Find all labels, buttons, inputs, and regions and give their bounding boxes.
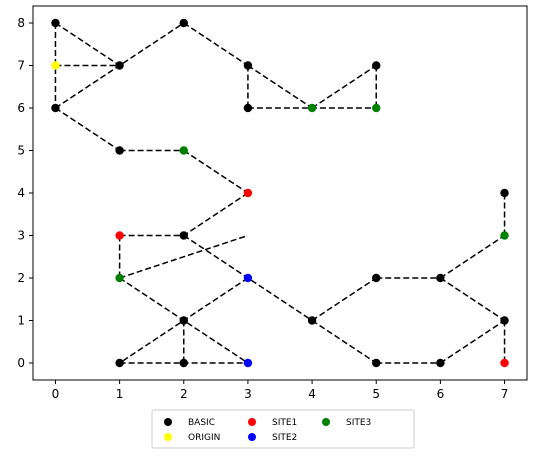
y-tick-label-7: 7 xyxy=(17,59,25,73)
legend-marker-basic xyxy=(164,418,172,426)
y-tick-label-2: 2 xyxy=(17,271,25,285)
y-tick-label-8: 8 xyxy=(17,16,25,30)
x-tick-label-2: 2 xyxy=(180,387,188,401)
x-tick-label-4: 4 xyxy=(308,387,316,401)
point-basic-4 xyxy=(51,104,59,112)
point-site2-1 xyxy=(244,359,252,367)
x-tick-label-1: 1 xyxy=(116,387,124,401)
point-basic-18 xyxy=(500,189,508,197)
x-axis: 0 1 2 3 4 5 6 7 xyxy=(52,380,509,401)
y-tick-label-1: 1 xyxy=(17,314,25,328)
legend: BASIC ORIGIN SITE1 SITE2 SITE3 xyxy=(152,410,414,448)
point-site3-3 xyxy=(115,274,123,282)
point-basic-11 xyxy=(180,359,188,367)
y-tick-label-4: 4 xyxy=(17,186,25,200)
x-tick-label-6: 6 xyxy=(437,387,445,401)
legend-label-site1: SITE1 xyxy=(272,418,297,428)
point-basic-12 xyxy=(308,316,316,324)
point-site3-4 xyxy=(500,231,508,239)
legend-label-site2: SITE2 xyxy=(272,433,297,443)
x-tick-label-5: 5 xyxy=(372,387,380,401)
legend-marker-site1 xyxy=(248,418,256,426)
y-tick-label-0: 0 xyxy=(17,356,25,370)
legend-marker-site3 xyxy=(322,418,330,426)
point-site1-0 xyxy=(244,189,252,197)
y-tick-label-3: 3 xyxy=(17,229,25,243)
point-site2-0 xyxy=(244,274,252,282)
x-tick-label-3: 3 xyxy=(244,387,252,401)
point-site1-1 xyxy=(115,231,123,239)
y-tick-label-5: 5 xyxy=(17,144,25,158)
y-tick-label-6: 6 xyxy=(17,101,25,115)
legend-label-origin: ORIGIN xyxy=(188,433,220,443)
point-basic-7 xyxy=(115,146,123,154)
point-basic-14 xyxy=(436,274,444,282)
point-basic-10 xyxy=(115,359,123,367)
x-tick-label-0: 0 xyxy=(52,387,60,401)
point-basic-13 xyxy=(372,274,380,282)
point-site3-2 xyxy=(180,146,188,154)
legend-marker-origin xyxy=(164,433,172,441)
point-basic-1 xyxy=(115,61,123,69)
point-basic-3 xyxy=(244,61,252,69)
point-site3-0 xyxy=(308,104,316,112)
point-basic-5 xyxy=(244,104,252,112)
point-basic-15 xyxy=(500,316,508,324)
point-basic-0 xyxy=(51,19,59,27)
point-basic-2 xyxy=(180,19,188,27)
x-tick-label-7: 7 xyxy=(501,387,509,401)
legend-label-site3: SITE3 xyxy=(346,418,371,428)
plot-area xyxy=(33,6,527,380)
point-origin-0 xyxy=(51,61,59,69)
point-basic-17 xyxy=(436,359,444,367)
point-basic-6 xyxy=(372,61,380,69)
point-basic-16 xyxy=(372,359,380,367)
point-site3-1 xyxy=(372,104,380,112)
legend-marker-site2 xyxy=(248,433,256,441)
legend-label-basic: BASIC xyxy=(188,418,215,428)
point-basic-9 xyxy=(180,316,188,324)
y-axis: 0 1 2 3 4 5 6 7 8 xyxy=(17,16,33,370)
point-basic-8 xyxy=(180,231,188,239)
point-site1-2 xyxy=(500,359,508,367)
